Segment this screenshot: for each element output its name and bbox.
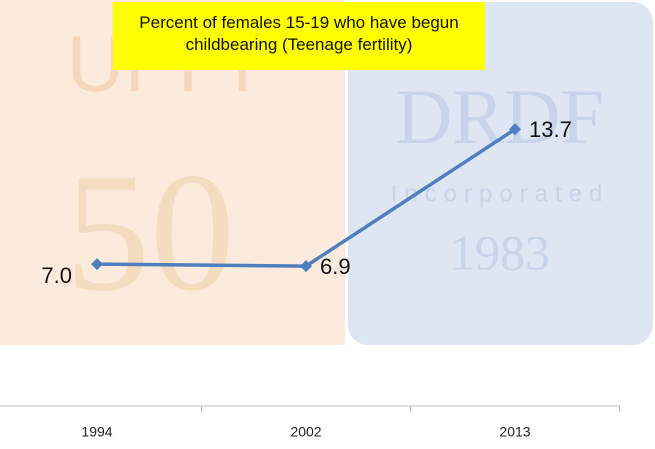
marker <box>509 123 521 136</box>
logo-text: 1983 <box>450 224 550 280</box>
marker <box>91 258 103 271</box>
data-label: 6.9 <box>320 254 351 279</box>
logo-text: 50 <box>65 138 235 326</box>
logo-text: DRDF <box>396 73 604 160</box>
x-tick-label: 2013 <box>499 424 530 440</box>
logo-text: Incorporated <box>391 180 610 207</box>
x-tick-label: 2002 <box>290 424 321 440</box>
x-tick-label: 1994 <box>81 424 112 440</box>
chart-title: Percent of females 15-19 who have begun … <box>113 2 485 70</box>
data-label: 13.7 <box>529 117 572 142</box>
data-label: 7.0 <box>41 263 72 288</box>
logo-right <box>348 2 653 345</box>
marker <box>300 260 312 273</box>
